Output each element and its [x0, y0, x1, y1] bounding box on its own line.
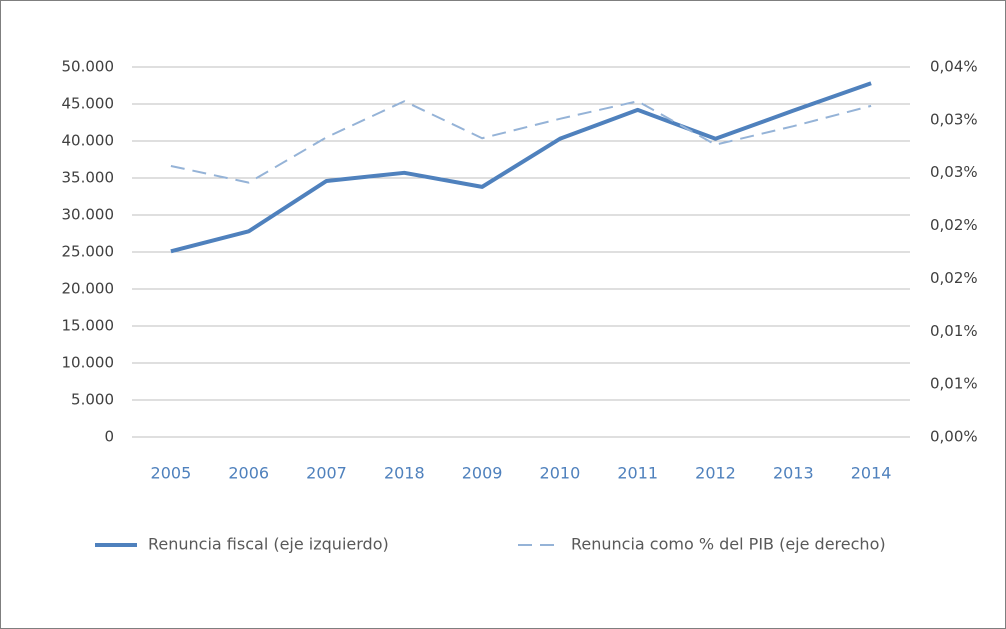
x-tick-label: 2007 [306, 464, 347, 483]
y2-tick-label: 0,03% [930, 110, 978, 128]
y2-tick-label: 0,01% [930, 322, 978, 340]
y-tick-label: 20.000 [62, 280, 115, 298]
y2-tick-label: 0,04% [930, 58, 978, 76]
x-tick-label: 2013 [773, 464, 814, 483]
x-tick-label: 2014 [851, 464, 892, 483]
y-tick-label: 40.000 [62, 132, 115, 150]
y-tick-label: 35.000 [62, 169, 115, 187]
x-tick-label: 2012 [695, 464, 736, 483]
x-tick-label: 2005 [151, 464, 192, 483]
x-tick-label: 2011 [617, 464, 658, 483]
legend-label: Renuncia como % del PIB (eje derecho) [571, 535, 886, 554]
y-tick-label: 30.000 [62, 206, 115, 224]
y-tick-label: 0 [104, 428, 114, 446]
y-tick-label: 45.000 [62, 95, 115, 113]
y2-tick-label: 0,03% [930, 163, 978, 181]
y2-tick-label: 0,02% [930, 269, 978, 287]
x-tick-label: 2018 [384, 464, 425, 483]
x-tick-label: 2009 [462, 464, 503, 483]
series-line [170, 100, 872, 184]
y2-tick-label: 0,00% [930, 428, 978, 446]
legend-label: Renuncia fiscal (eje izquierdo) [148, 535, 389, 554]
y2-tick-label: 0,01% [930, 375, 978, 393]
x-tick-label: 2010 [540, 464, 581, 483]
x-tick-label: 2006 [228, 464, 269, 483]
series-line [170, 81, 872, 254]
y-tick-label: 5.000 [71, 391, 114, 409]
y2-tick-label: 0,02% [930, 216, 978, 234]
y-tick-label: 10.000 [62, 354, 115, 372]
y-tick-label: 15.000 [62, 317, 115, 335]
y-tick-label: 50.000 [62, 58, 115, 76]
y-tick-label: 25.000 [62, 243, 115, 261]
